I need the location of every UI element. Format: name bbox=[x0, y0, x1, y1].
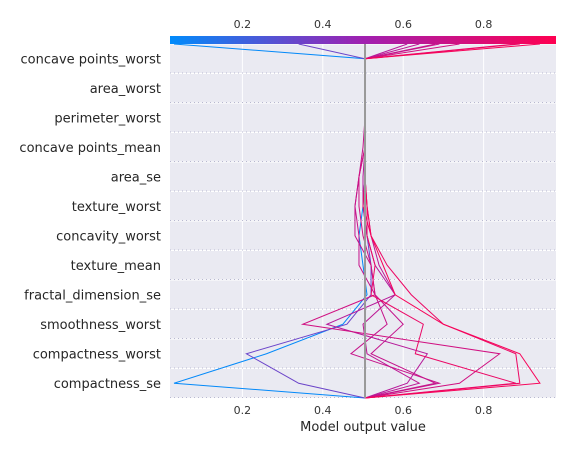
feature-label: smoothness_worst bbox=[40, 318, 161, 333]
colorbar-tick-label: 0.4 bbox=[314, 18, 332, 31]
feature-label: texture_mean bbox=[71, 259, 161, 274]
x-tick-label: 0.2 bbox=[234, 404, 252, 417]
colorbar-tick-label: 0.8 bbox=[475, 18, 493, 31]
feature-label: compactness_worst bbox=[33, 347, 161, 362]
x-axis-ticks: 0.2 0.4 0.6 0.8 bbox=[234, 404, 493, 417]
feature-label: concave points_mean bbox=[19, 141, 161, 156]
colorbar-tick-label: 0.6 bbox=[394, 18, 412, 31]
feature-label: perimeter_worst bbox=[54, 111, 161, 126]
feature-label: concavity_worst bbox=[56, 229, 161, 244]
feature-label: area_worst bbox=[90, 82, 161, 97]
colorbar-ticks: 0.2 0.4 0.6 0.8 bbox=[234, 18, 493, 31]
feature-label: area_se bbox=[111, 170, 161, 185]
x-tick-label: 0.6 bbox=[394, 404, 412, 417]
feature-label: compactness_se bbox=[54, 377, 161, 392]
feature-labels: concave points_worst area_worst perimeter_… bbox=[19, 52, 161, 392]
x-tick-label: 0.4 bbox=[314, 404, 332, 417]
feature-label: concave points_worst bbox=[20, 52, 161, 67]
colorbar-tick-label: 0.2 bbox=[234, 18, 252, 31]
x-tick-label: 0.8 bbox=[475, 404, 493, 417]
x-axis-label: Model output value bbox=[300, 420, 426, 435]
feature-label: texture_worst bbox=[72, 200, 161, 215]
colorbar bbox=[170, 36, 556, 44]
feature-label: fractal_dimension_se bbox=[24, 288, 161, 303]
